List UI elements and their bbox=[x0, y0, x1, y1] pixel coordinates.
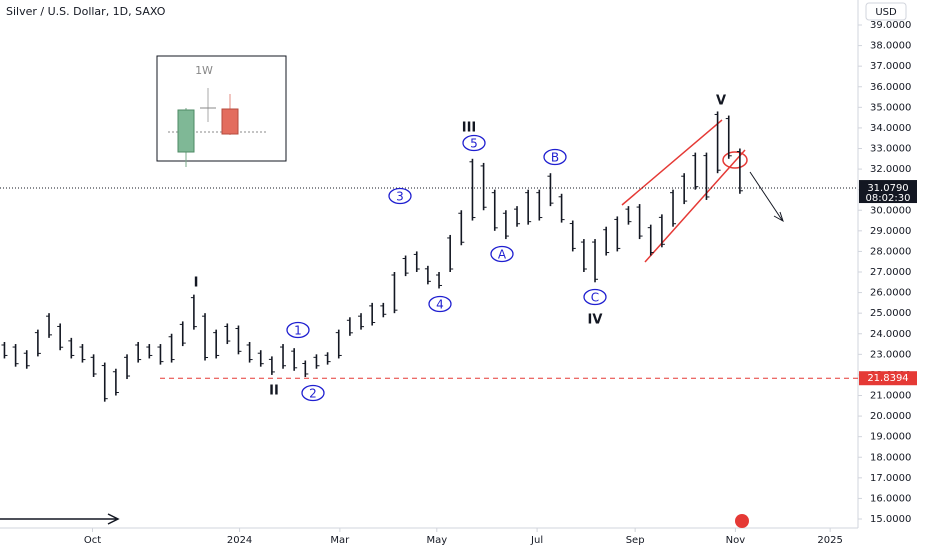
currency: USD bbox=[875, 7, 897, 18]
x-tick-label: 2024 bbox=[227, 535, 252, 546]
x-tick-label: Mar bbox=[330, 535, 350, 546]
y-tick-label: 35.0000 bbox=[870, 102, 911, 113]
wave-label: 2 bbox=[309, 387, 317, 401]
y-tick-label: 19.0000 bbox=[870, 432, 911, 443]
currency-box[interactable] bbox=[865, 2, 907, 21]
x-tick-label: May bbox=[426, 535, 447, 546]
y-tick-label: 23.0000 bbox=[870, 349, 911, 360]
wave-label: I bbox=[194, 276, 199, 291]
y-tick-label: 27.0000 bbox=[870, 267, 911, 278]
time-arrow bbox=[0, 513, 120, 525]
y-tick-label: 21.0000 bbox=[870, 391, 911, 402]
y-tick-label: 20.0000 bbox=[870, 411, 911, 422]
wave-circle bbox=[286, 321, 310, 339]
y-tick-label: 34.0000 bbox=[870, 123, 911, 134]
countdown: 08:02:30 bbox=[866, 193, 911, 204]
y-tick-label: 15.0000 bbox=[870, 514, 911, 525]
x-tick-label: Nov bbox=[726, 535, 746, 546]
support-box bbox=[859, 371, 917, 386]
inset-label: 1W bbox=[195, 64, 213, 77]
wave-label: B bbox=[551, 151, 559, 165]
y-tick-label: 29.0000 bbox=[870, 226, 911, 237]
wave-label: A bbox=[498, 248, 507, 262]
channel-line bbox=[621, 119, 723, 206]
wave-circle bbox=[583, 288, 607, 306]
wave-label: V bbox=[716, 94, 726, 109]
chart-title: Silver / U.S. Dollar, 1D, SAXO bbox=[6, 5, 166, 18]
y-tick-label: 32.0000 bbox=[870, 164, 911, 175]
y-tick-label: 37.0000 bbox=[870, 61, 911, 72]
wave-label: 5 bbox=[470, 137, 478, 151]
break-circle bbox=[722, 151, 748, 169]
y-tick-label: 18.0000 bbox=[870, 452, 911, 463]
y-tick-label: 36.0000 bbox=[870, 82, 911, 93]
inset-candle bbox=[177, 109, 195, 153]
wave-circle bbox=[301, 384, 325, 402]
wave-label: 4 bbox=[436, 298, 444, 312]
last-price: 31.0790 bbox=[867, 183, 908, 194]
last-price-box bbox=[859, 180, 917, 204]
wave-circle bbox=[428, 295, 452, 313]
y-tick-label: 38.0000 bbox=[870, 41, 911, 52]
wave-label: 3 bbox=[396, 190, 404, 204]
y-tick-label: 28.0000 bbox=[870, 246, 911, 257]
y-tick-label: 17.0000 bbox=[870, 473, 911, 484]
wave-label: III bbox=[462, 121, 477, 136]
wave-label: 1 bbox=[294, 324, 302, 338]
x-tick-label: Oct bbox=[84, 535, 101, 546]
support-label: 21.8394 bbox=[867, 373, 908, 384]
x-tick-label: 2025 bbox=[817, 535, 842, 546]
y-tick-label: 33.0000 bbox=[870, 144, 911, 155]
y-tick-label: 16.0000 bbox=[870, 493, 911, 504]
y-tick-label: 30.0000 bbox=[870, 205, 911, 216]
x-tick-label: Sep bbox=[626, 535, 645, 546]
wave-circle bbox=[543, 148, 567, 166]
x-tick-label: Jul bbox=[530, 535, 543, 546]
wave-circle bbox=[462, 134, 486, 152]
y-tick-label: 25.0000 bbox=[870, 308, 911, 319]
wave-label: IV bbox=[588, 313, 603, 328]
wave-circle bbox=[388, 187, 412, 205]
event-icon[interactable] bbox=[735, 514, 749, 528]
projection-arrow bbox=[749, 171, 784, 223]
inset-candle bbox=[221, 108, 239, 135]
y-tick-label: 26.0000 bbox=[870, 288, 911, 299]
wave-circle bbox=[490, 245, 514, 263]
y-tick-label: 39.0000 bbox=[870, 20, 911, 31]
wave-label: II bbox=[269, 384, 279, 399]
y-tick-label: 24.0000 bbox=[870, 329, 911, 340]
wave-label: C bbox=[591, 291, 599, 305]
